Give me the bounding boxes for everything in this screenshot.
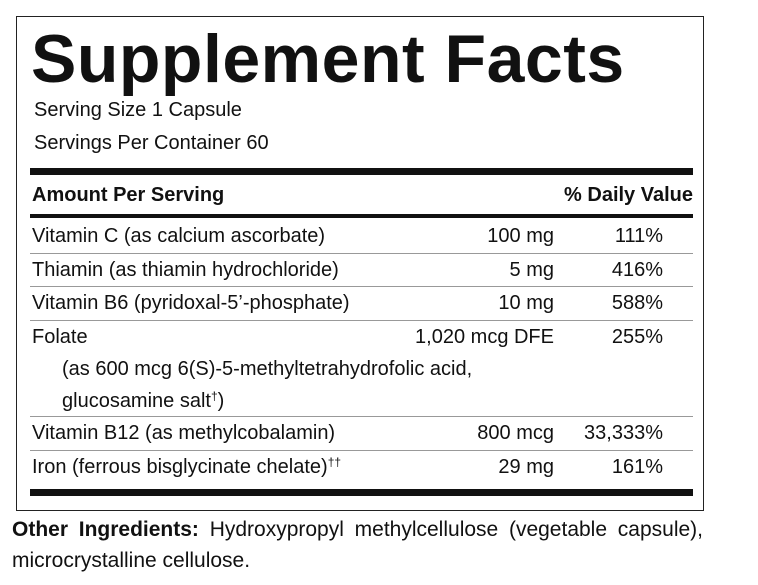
thick-rule [30,168,693,175]
nutrient-name: Vitamin B12 (as methylcobalamin) [32,422,336,444]
nutrient-row: Vitamin C (as calcium ascorbate) 100 mg … [30,220,693,254]
title: Supplement Facts [31,21,625,97]
thick-rule [30,489,693,496]
nutrient-row: Folate 1,020 mcg DFE 255% (as 600 mcg 6(… [30,321,693,417]
nutrient-row: Thiamin (as thiamin hydrochloride) 5 mg … [30,254,693,287]
nutrient-name: Iron (ferrous bisglycinate chelate) [32,456,328,478]
nutrient-name: Vitamin B6 (pyridoxal-5’-phosphate) [32,292,350,314]
nutrient-amount: 100 mg [487,225,554,247]
nutrient-daily-value: 33,333% [584,422,663,444]
nutrient-row: Vitamin B12 (as methylcobalamin) 800 mcg… [30,417,693,451]
footnote-mark: † [210,389,218,403]
nutrient-daily-value: 588% [611,292,663,314]
nutrient-name: Thiamin (as thiamin hydrochloride) [32,259,339,281]
nutrient-amount: 5 mg [509,259,554,281]
nutrient-daily-value: 111% [614,225,663,247]
header-amount: Amount Per Serving [32,184,225,206]
nutrient-detail: glucosamine salt [62,390,211,412]
nutrient-amount: 29 mg [498,456,554,478]
nutrient-row: Iron (ferrous bisglycinate chelate)†† 29… [30,451,693,483]
nutrient-detail: glucosamine salt†) [62,385,224,417]
nutrient-daily-value: 161% [611,456,663,478]
nutrient-row: Vitamin B6 (pyridoxal-5’-phosphate) 10 m… [30,287,693,321]
header-daily-value: % Daily Value [564,184,693,206]
medium-rule [30,214,693,218]
other-ingredients-label: Other Ingredients: [12,518,199,541]
nutrient-name: Folate [32,326,88,348]
nutrient-amount: 10 mg [498,292,554,314]
nutrient-daily-value: 255% [611,326,663,348]
nutrient-amount: 1,020 mcg DFE [415,326,554,348]
nutrient-name: Iron (ferrous bisglycinate chelate)†† [32,451,341,483]
footnote-mark: †† [327,455,342,469]
nutrient-daily-value: 416% [611,259,663,281]
nutrient-detail: ) [217,390,225,412]
other-ingredients: Other Ingredients: Hydroxypropyl methylc… [12,514,703,576]
header-row: Amount Per Serving % Daily Value [30,179,693,213]
nutrient-detail: (as 600 mcg 6(S)-5-methyltetrahydrofolic… [62,358,473,380]
serving-size: Serving Size 1 Capsule [34,99,242,121]
supplement-label: Supplement Facts Serving Size 1 Capsule … [16,16,704,511]
other-ingredients-text: Hydroxypropyl methylcellulose (vegetable… [12,518,703,572]
nutrient-amount: 800 mcg [477,422,554,444]
servings-per-container: Servings Per Container 60 [34,132,269,154]
nutrient-name: Vitamin C (as calcium ascorbate) [32,225,326,247]
